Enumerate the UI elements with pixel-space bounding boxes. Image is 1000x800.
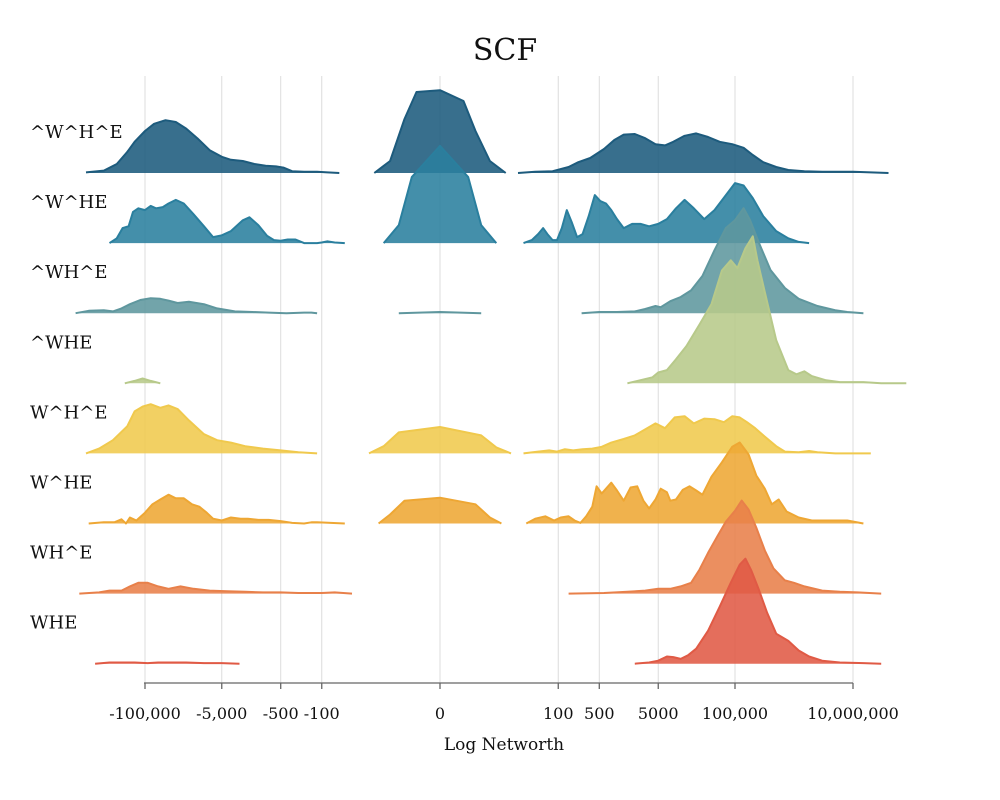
density-line <box>568 499 882 595</box>
x-tick-label: 500 <box>584 704 615 723</box>
ridge-5 <box>88 441 864 525</box>
x-tick-label: -5,000 <box>196 704 247 723</box>
density-area <box>109 199 345 244</box>
density-line <box>108 198 345 245</box>
row-label: ^W^H^E <box>30 122 123 143</box>
ridge-2 <box>75 207 864 315</box>
x-tick-label: 100,000 <box>702 704 768 723</box>
density-area <box>568 500 882 594</box>
ridge-0 <box>85 89 889 174</box>
x-tick-label: 10,000,000 <box>807 704 899 723</box>
x-tick-label: -100 <box>304 704 340 723</box>
density-line <box>523 182 810 245</box>
chart-title: SCF <box>473 33 537 68</box>
density-area <box>374 90 506 173</box>
density-area <box>86 404 318 454</box>
row-label: ^WHE <box>30 332 92 353</box>
density-area <box>581 208 864 314</box>
ridge-7 <box>95 557 882 665</box>
row-label: W^H^E <box>30 402 108 423</box>
density-line <box>377 496 502 525</box>
ridge-3 <box>124 235 907 385</box>
density-line <box>368 426 512 455</box>
density-area <box>526 442 864 524</box>
density-area <box>518 133 889 173</box>
density-line <box>75 297 318 315</box>
density-line <box>382 144 498 244</box>
density-area <box>88 494 345 524</box>
density-line <box>95 661 240 665</box>
density-line <box>525 441 864 525</box>
row-label: WHE <box>30 613 77 634</box>
density-area <box>86 120 340 173</box>
x-axis-label: Log Networth <box>444 735 564 755</box>
density-line <box>627 235 907 385</box>
density-line <box>88 493 345 525</box>
density-line <box>79 581 353 595</box>
x-tick-label: -500 <box>263 704 299 723</box>
density-line <box>85 403 318 455</box>
density-line <box>373 89 507 174</box>
x-tick-label: 0 <box>435 704 445 723</box>
ridge-4 <box>85 403 871 455</box>
row-label: ^W^HE <box>30 192 108 213</box>
density-line <box>85 119 340 174</box>
density-line <box>517 132 889 174</box>
row-labels: ^W^H^E ^W^HE ^WH^E ^WHE W^H^E W^HE WH^E WHE <box>30 122 123 634</box>
ridge-6 <box>79 499 882 595</box>
row-label: ^WH^E <box>30 262 108 283</box>
x-tick-label: 100 <box>543 704 574 723</box>
density-area <box>634 558 882 664</box>
x-tick-label: -100,000 <box>109 704 181 723</box>
density-line <box>398 311 482 315</box>
density-area <box>627 236 907 384</box>
density-line <box>581 207 864 315</box>
density-line <box>124 377 161 385</box>
row-label: WH^E <box>30 543 92 564</box>
x-tick-label: 5000 <box>638 704 679 723</box>
x-axis: -100,000 -5,000 -500 -100 0 100 500 5000 100,000… <box>109 682 899 723</box>
density-line <box>634 557 882 665</box>
density-line <box>523 415 871 455</box>
density-area <box>383 145 497 244</box>
density-area <box>369 427 511 454</box>
density-area <box>79 582 353 594</box>
row-label: W^HE <box>30 473 92 494</box>
ridges <box>75 89 907 665</box>
